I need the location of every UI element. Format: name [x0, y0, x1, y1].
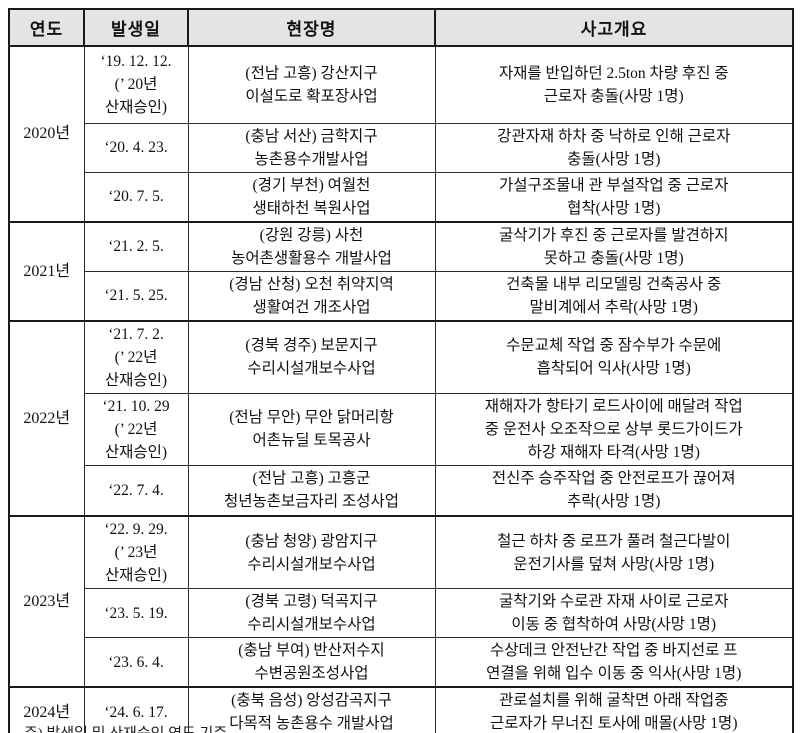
- site-cell: (경북 경주) 보문지구 수리시설개보수사업: [187, 319, 436, 394]
- date-cell: ‘21. 2. 5.: [83, 220, 189, 272]
- table-row: ‘21. 5. 25. (경남 산청) 오천 취약지역 생활여건 개조사업 건축…: [9, 270, 794, 321]
- site-cell: (충남 청양) 광암지구 수리시설개보수사업: [187, 515, 436, 589]
- summary-cell: 전신주 승주작업 중 안전로프가 끊어져 추락(사망 1명): [434, 464, 794, 517]
- site-cell: (충남 서산) 금학지구 농촌용수개발사업: [187, 122, 436, 173]
- site-cell: (강원 강릉) 사천 농어촌생활용수 개발사업: [187, 220, 436, 272]
- site-cell: (충북 음성) 앙성감곡지구 다목적 농촌용수 개발사업: [187, 686, 436, 733]
- footnote-text: 주) 발생일 및 산재승인 연도 기준: [24, 725, 227, 733]
- header-row: 연도 발생일 현장명 사고개요: [8, 8, 794, 47]
- summary-cell: 재해자가 항타기 로드사이에 매달려 작업 중 운전사 오조작으로 상부 롯드가…: [434, 392, 794, 466]
- table-row: 2022년 ‘21. 7. 2. (’ 22년 산재승인) (경북 경주) 보문…: [8, 319, 794, 517]
- site-cell: (충남 부여) 반산저수지 수변공원조성사업: [187, 637, 436, 688]
- year-cell: 2021년: [8, 220, 85, 321]
- summary-cell: 강관자재 하차 중 낙하로 인해 근로자 충돌(사망 1명): [434, 122, 794, 173]
- column-header-date: 발생일: [83, 8, 189, 47]
- table-row: ‘23. 5. 19. (경북 고령) 덕곡지구 수리시설개보수사업 굴착기와 …: [9, 588, 794, 638]
- summary-cell: 자재를 반입하던 2.5ton 차량 후진 중 근로자 충돌(사망 1명): [434, 45, 794, 124]
- date-cell: ‘22. 7. 4.: [83, 464, 189, 517]
- table-row: ‘20. 7. 5. (경기 부천) 여월천 생태하천 복원사업 가설구조물내 …: [9, 171, 794, 222]
- year-cell: 2024년: [8, 686, 85, 733]
- accident-table: 연도 발생일 현장명 사고개요 2020년 ‘19. 12. 12. (’ 20…: [8, 8, 794, 733]
- year-cell: 2020년: [8, 45, 85, 222]
- site-cell: (전남 고흥) 강산지구 이설도로 확포장사업: [187, 45, 436, 124]
- summary-cell: 철근 하차 중 로프가 풀려 철근다발이 운전기사를 덮쳐 사망(사망 1명): [434, 515, 794, 589]
- summary-cell: 건축물 내부 리모델링 건축공사 중 말비계에서 추락(사망 1명): [434, 270, 794, 321]
- site-cell: (전남 무안) 무안 닭머리항 어촌뉴딜 토목공사: [187, 392, 436, 466]
- table-row: ‘21. 10. 29 (’ 22년 산재승인) (전남 무안) 무안 닭머리항…: [9, 392, 794, 466]
- column-header-year: 연도: [8, 8, 85, 47]
- date-cell: ‘21. 7. 2. (’ 22년 산재승인): [83, 319, 189, 394]
- column-header-site: 현장명: [187, 8, 436, 47]
- year-cell: 2023년: [8, 515, 85, 688]
- table-row: 2023년 ‘22. 9. 29. (’ 23년 산재승인) (충남 청양) 광…: [8, 515, 794, 688]
- date-cell: ‘23. 6. 4.: [83, 637, 189, 688]
- summary-cell: 관로설치를 위해 굴착면 아래 작업중 근로자가 무너진 토사에 매몰(사망 1…: [434, 686, 794, 733]
- table-row: 2024년 ‘24. 6. 17. (충북 음성) 앙성감곡지구 다목적 농촌용…: [8, 686, 794, 733]
- date-cell: ‘22. 9. 29. (’ 23년 산재승인): [83, 515, 189, 589]
- table-row: ‘22. 7. 4. (전남 고흥) 고흥군 청년농촌보금자리 조성사업 전신주…: [9, 464, 794, 517]
- table-row: 2020년 ‘19. 12. 12. (’ 20년 산재승인) (전남 고흥) …: [8, 45, 794, 222]
- date-cell: ‘24. 6. 17.: [83, 686, 189, 733]
- date-cell: ‘21. 10. 29 (’ 22년 산재승인): [83, 392, 189, 466]
- date-cell: ‘23. 5. 19.: [83, 588, 189, 638]
- table-row: 2021년 ‘21. 2. 5. (강원 강릉) 사천 농어촌생활용수 개발사업…: [8, 220, 794, 321]
- date-cell: ‘20. 4. 23.: [83, 122, 189, 173]
- date-cell: ‘20. 7. 5.: [83, 171, 189, 222]
- site-cell: (전남 고흥) 고흥군 청년농촌보금자리 조성사업: [187, 464, 436, 517]
- site-cell: (경기 부천) 여월천 생태하천 복원사업: [187, 171, 436, 222]
- date-cell: ‘19. 12. 12. (’ 20년 산재승인): [83, 45, 189, 124]
- summary-cell: 굴착기와 수로관 자재 사이로 근로자 이동 중 협착하여 사망(사망 1명): [434, 588, 794, 638]
- table-row: ‘20. 4. 23. (충남 서산) 금학지구 농촌용수개발사업 강관자재 하…: [9, 122, 794, 173]
- summary-cell: 굴삭기가 후진 중 근로자를 발견하지 못하고 충돌(사망 1명): [434, 220, 794, 272]
- date-cell: ‘21. 5. 25.: [83, 270, 189, 321]
- site-cell: (경남 산청) 오천 취약지역 생활여건 개조사업: [187, 270, 436, 321]
- site-cell: (경북 고령) 덕곡지구 수리시설개보수사업: [187, 588, 436, 638]
- summary-cell: 수문교체 작업 중 잠수부가 수문에 흡착되어 익사(사망 1명): [434, 319, 794, 394]
- table-row: ‘23. 6. 4. (충남 부여) 반산저수지 수변공원조성사업 수상데크 안…: [9, 637, 794, 688]
- summary-cell: 수상데크 안전난간 작업 중 바지선로 프 연결을 위해 입수 이동 중 익사(…: [434, 637, 794, 688]
- year-cell: 2022년: [8, 319, 85, 517]
- summary-cell: 가설구조물내 관 부설작업 중 근로자 협착(사망 1명): [434, 171, 794, 222]
- column-header-summary: 사고개요: [434, 8, 794, 47]
